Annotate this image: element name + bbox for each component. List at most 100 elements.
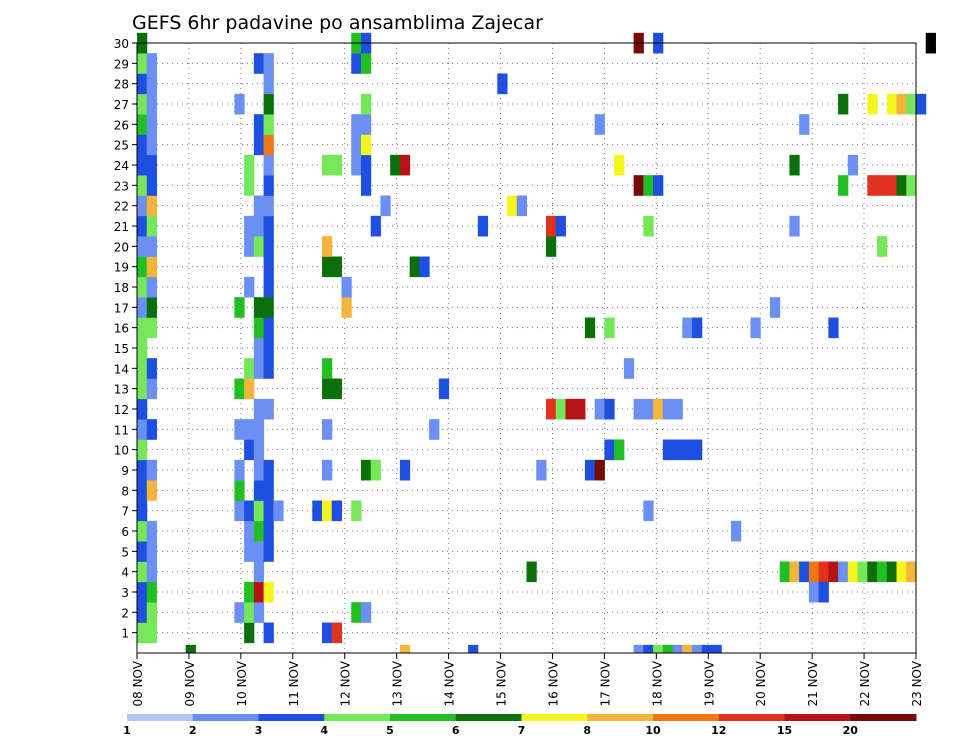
heatmap-cell [692, 317, 703, 339]
heatmap-cell [896, 93, 907, 115]
heatmap-cell [896, 175, 907, 196]
y-tick-label: 27 [114, 98, 129, 112]
heatmap-cell [886, 561, 898, 583]
heatmap-cell [643, 175, 654, 196]
x-tick-label: 22 NOV [858, 660, 872, 706]
heatmap-cell [867, 93, 878, 115]
legend-label: 20 [843, 724, 859, 737]
heatmap-cell [263, 520, 274, 542]
heatmap-cell [244, 236, 255, 257]
heatmap-cell [146, 520, 157, 542]
heatmap-cell [263, 398, 274, 420]
heatmap-cell [137, 500, 148, 522]
heatmap-cell [662, 398, 674, 420]
heatmap-cell [263, 114, 274, 135]
heatmap-cell [838, 175, 849, 196]
heatmap-cell [146, 602, 157, 623]
heatmap-cell [438, 378, 450, 400]
heatmap-cell [137, 53, 148, 74]
heatmap-cell [789, 561, 800, 583]
heatmap-cell [925, 32, 936, 54]
heatmap-cell [146, 134, 157, 156]
heatmap-cell [137, 602, 148, 623]
legend-label: 7 [518, 724, 526, 737]
y-axis: 1234567891011121314151617181920212223242… [114, 37, 137, 641]
y-tick-label: 13 [114, 383, 129, 397]
heatmap-cell [263, 358, 274, 379]
legend-swatch [587, 714, 654, 721]
heatmap-cell [701, 644, 713, 654]
heatmap-cell [146, 93, 157, 115]
heatmap-cell [711, 644, 722, 654]
heatmap-cell [146, 276, 157, 298]
y-tick-label: 3 [121, 586, 129, 600]
heatmap-cell [799, 114, 810, 135]
heatmap-cell [253, 439, 265, 461]
heatmap-cell [633, 644, 644, 654]
heatmap-cell [331, 622, 342, 644]
heatmap-cell [399, 154, 411, 176]
x-tick-label: 21 NOV [806, 660, 820, 706]
y-tick-label: 18 [114, 281, 129, 295]
legend-label: 15 [777, 724, 792, 737]
y-tick-label: 29 [114, 57, 129, 71]
heatmap-cell [234, 459, 245, 481]
heatmap-cell [322, 459, 333, 481]
heatmap-cell [244, 215, 255, 237]
legend-swatch [455, 714, 522, 721]
legend-label: 1 [123, 724, 131, 737]
heatmap-cell [906, 561, 917, 583]
heatmap-cell [146, 73, 157, 95]
heatmap-cell [312, 500, 323, 522]
heatmap-cell [244, 378, 255, 400]
heatmap-cell [146, 419, 157, 440]
heatmap-cell [244, 276, 255, 298]
heatmap-cell [682, 439, 693, 461]
legend-label: 10 [645, 724, 661, 737]
heatmap-cell [244, 439, 255, 461]
heatmap-cell [137, 256, 148, 278]
heatmap-cell [253, 581, 265, 603]
heatmap-cell [526, 561, 537, 583]
heatmap-cell [234, 419, 245, 440]
heatmap-cell [604, 398, 615, 420]
heatmap-cell [555, 398, 566, 420]
heatmap-cell [545, 215, 557, 237]
y-tick-label: 15 [114, 342, 129, 356]
heatmap-cell [253, 114, 265, 135]
y-tick-label: 24 [114, 159, 129, 173]
heatmap-cell [867, 561, 878, 583]
heatmap-cell [838, 93, 849, 115]
heatmap-cell [594, 459, 605, 481]
heatmap-cell [137, 622, 148, 644]
heatmap-cell [750, 317, 761, 339]
heatmap-cell [682, 317, 693, 339]
y-tick-label: 10 [114, 444, 129, 458]
y-tick-label: 12 [114, 403, 129, 417]
legend-swatch [192, 714, 259, 721]
heatmap-cell [263, 73, 274, 95]
heatmap-cell [234, 93, 245, 115]
heatmap-cell [137, 541, 148, 562]
x-tick-label: 12 NOV [339, 660, 353, 706]
heatmap-cell [185, 644, 196, 654]
y-tick-label: 9 [121, 464, 129, 478]
heatmap-cell [234, 602, 245, 623]
heatmap-cell [351, 602, 362, 623]
data-cells [137, 32, 936, 654]
heatmap-cell [886, 175, 898, 196]
heatmap-cell [146, 622, 157, 644]
heatmap-cell [692, 439, 703, 461]
heatmap-cell [341, 297, 352, 318]
heatmap-cell [653, 175, 664, 196]
heatmap-cell [477, 215, 489, 237]
x-axis: 08 NOV 09 NOV 10 NOV 11 NOV 12 NOV 13 NOV 14 N… [131, 653, 924, 707]
heatmap-cell [351, 134, 362, 156]
y-tick-label: 2 [121, 606, 129, 620]
heatmap-cell [360, 134, 372, 156]
heatmap-cell [614, 439, 625, 461]
heatmap-cell [409, 256, 420, 278]
heatmap-cell [633, 398, 644, 420]
heatmap-cell [234, 500, 245, 522]
legend-label: 3 [255, 724, 263, 737]
